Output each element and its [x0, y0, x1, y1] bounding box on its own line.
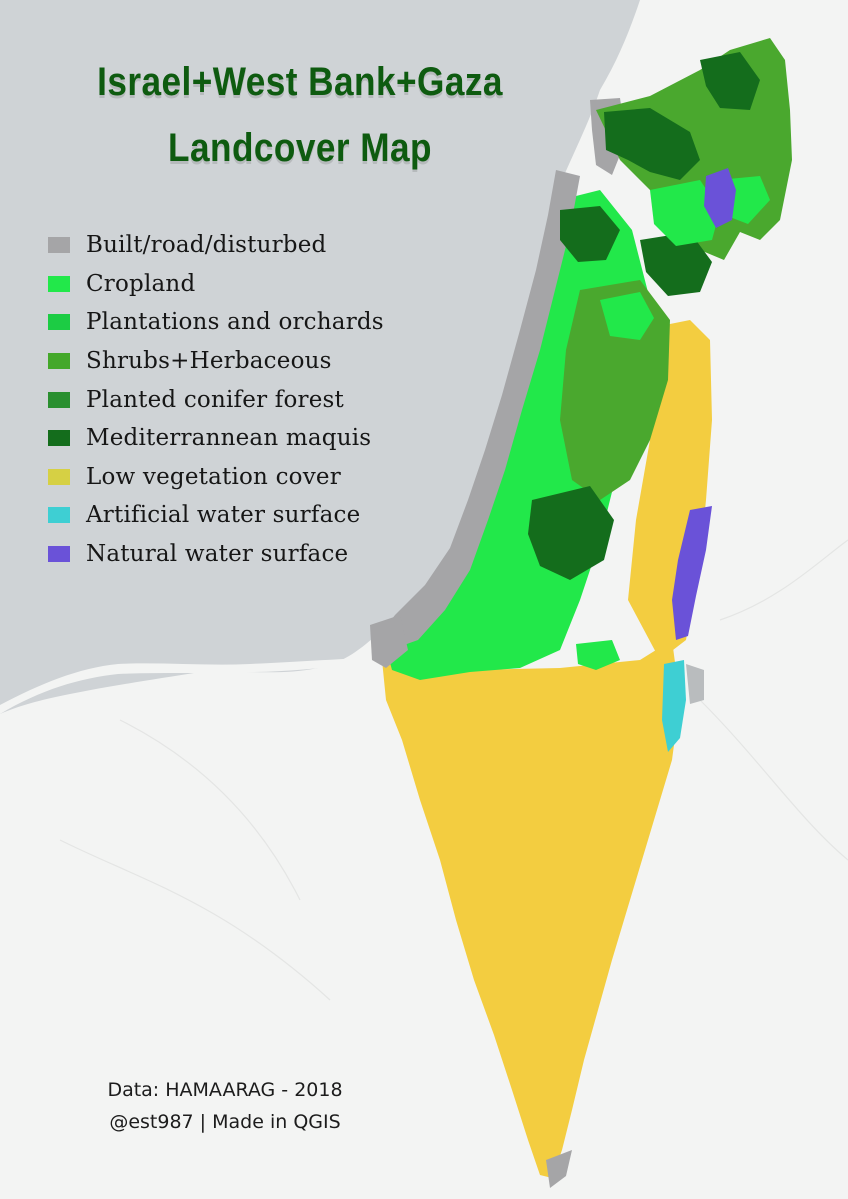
region-built-gaza: [370, 615, 408, 668]
legend-item-cropland: Cropland: [48, 265, 384, 304]
legend-label: Shrubs+Herbaceous: [86, 348, 332, 375]
credit-author: @est987 | Made in QGIS: [109, 1111, 341, 1133]
legend-swatch: [48, 468, 70, 485]
legend-swatch: [48, 275, 70, 292]
legend: Built/road/disturbed Cropland Plantation…: [48, 226, 384, 573]
legend-item-conifer: Planted conifer forest: [48, 380, 384, 419]
legend-label: Cropland: [86, 270, 196, 297]
legend-item-maquis: Mediterrannean maquis: [48, 419, 384, 458]
evaporation-ponds: [662, 660, 686, 752]
legend-label: Low vegetation cover: [86, 463, 341, 490]
legend-label: Mediterrannean maquis: [86, 425, 372, 452]
region-desert: [382, 640, 680, 1178]
legend-item-low-vegetation: Low vegetation cover: [48, 458, 384, 497]
legend-swatch: [48, 353, 70, 370]
coastal-lagoon: [0, 658, 360, 714]
legend-label: Plantations and orchards: [86, 309, 384, 336]
legend-label: Built/road/disturbed: [86, 232, 327, 259]
legend-item-natural-water: Natural water surface: [48, 535, 384, 574]
dead-sea: [672, 506, 712, 640]
legend-item-artificial-water: Artificial water surface: [48, 496, 384, 535]
legend-item-built: Built/road/disturbed: [48, 226, 384, 265]
legend-swatch: [48, 546, 70, 563]
legend-label: Natural water surface: [86, 541, 349, 568]
legend-item-plantations: Plantations and orchards: [48, 303, 384, 342]
region-maquis: [528, 52, 760, 580]
legend-label: Artificial water surface: [86, 502, 361, 529]
legend-swatch: [48, 237, 70, 254]
lake-shore-gray: [686, 664, 704, 704]
region-built-coastal: [376, 170, 580, 650]
credit-data-source: Data: HAMAARAG - 2018: [107, 1079, 343, 1101]
map-title-line1: Israel+West Bank+Gaza: [97, 60, 503, 104]
legend-label: Planted conifer forest: [86, 386, 344, 413]
legend-swatch: [48, 314, 70, 331]
legend-swatch: [48, 430, 70, 447]
roads: [59, 539, 848, 1001]
region-eilat: [546, 1150, 572, 1188]
legend-swatch: [48, 391, 70, 408]
map-title-line2: Landcover Map: [168, 126, 432, 170]
legend-swatch: [48, 507, 70, 524]
legend-item-shrubs: Shrubs+Herbaceous: [48, 342, 384, 381]
mediterranean-sea: [0, 0, 640, 714]
lake-kinneret: [704, 168, 736, 228]
